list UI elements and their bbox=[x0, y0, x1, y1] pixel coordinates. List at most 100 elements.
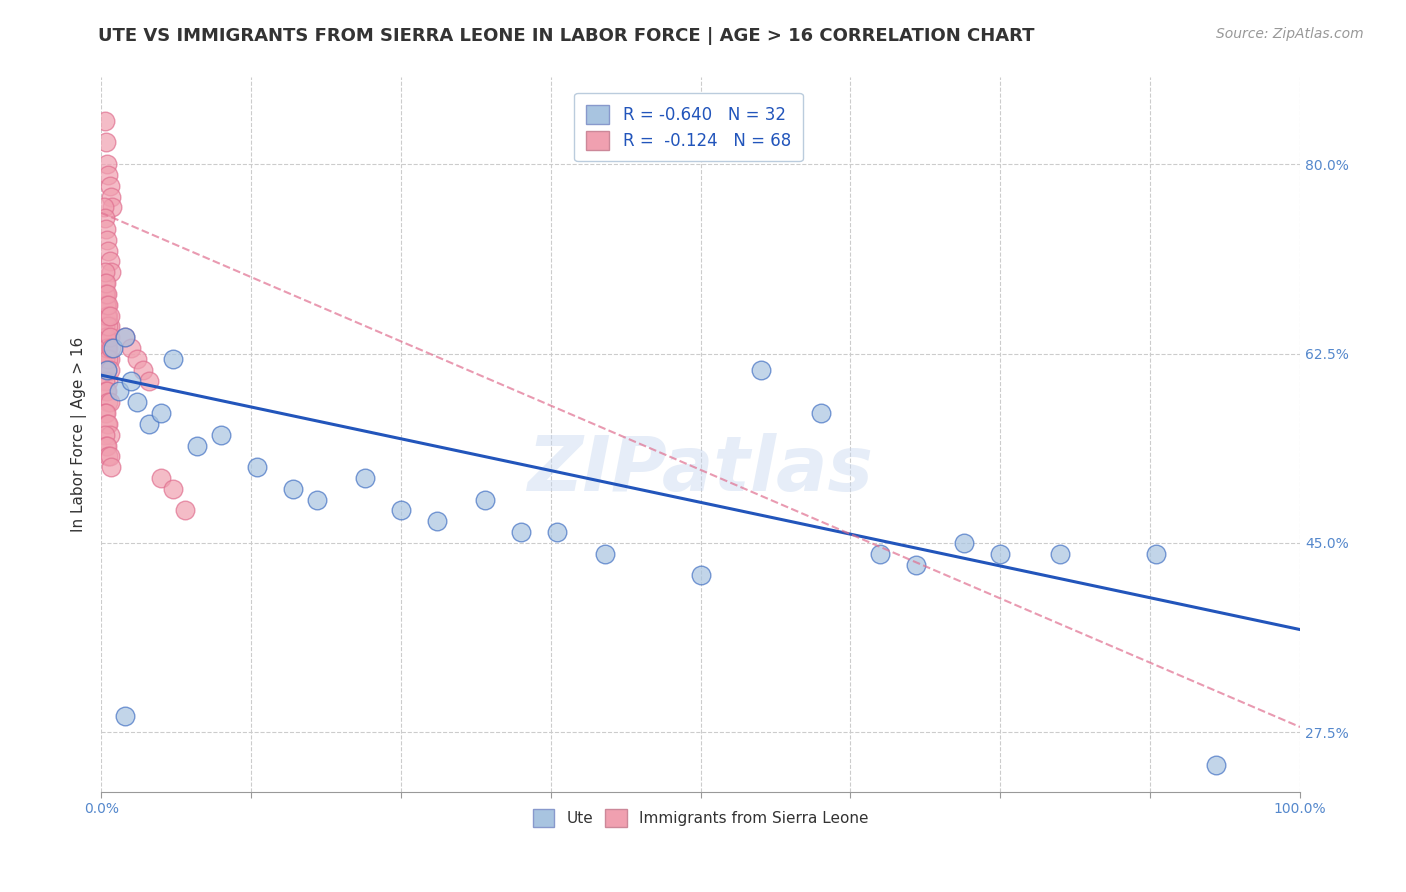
Point bbox=[96, 438, 118, 452]
Point bbox=[150, 471, 173, 485]
Point bbox=[94, 298, 117, 312]
Point bbox=[209, 427, 232, 442]
Point bbox=[905, 558, 928, 572]
Point bbox=[96, 298, 118, 312]
Point bbox=[97, 395, 120, 409]
Point bbox=[93, 427, 115, 442]
Point bbox=[97, 417, 120, 431]
Point bbox=[509, 525, 531, 540]
Point bbox=[281, 482, 304, 496]
Point bbox=[94, 438, 117, 452]
Point bbox=[186, 438, 208, 452]
Point bbox=[96, 287, 118, 301]
Point bbox=[132, 363, 155, 377]
Point bbox=[96, 384, 118, 399]
Y-axis label: In Labor Force | Age > 16: In Labor Force | Age > 16 bbox=[72, 337, 87, 533]
Point bbox=[94, 384, 117, 399]
Point bbox=[150, 406, 173, 420]
Point bbox=[94, 276, 117, 290]
Point bbox=[97, 351, 120, 366]
Point bbox=[93, 319, 115, 334]
Point bbox=[101, 341, 124, 355]
Point bbox=[96, 417, 118, 431]
Point bbox=[162, 351, 184, 366]
Point bbox=[98, 319, 121, 334]
Point bbox=[593, 547, 616, 561]
Text: Source: ZipAtlas.com: Source: ZipAtlas.com bbox=[1216, 27, 1364, 41]
Point bbox=[96, 341, 118, 355]
Point bbox=[98, 363, 121, 377]
Point bbox=[93, 374, 115, 388]
Point bbox=[138, 417, 160, 431]
Point bbox=[1144, 547, 1167, 561]
Point bbox=[689, 568, 711, 582]
Point bbox=[98, 351, 121, 366]
Point bbox=[354, 471, 377, 485]
Point bbox=[98, 178, 121, 193]
Point bbox=[97, 374, 120, 388]
Text: ZIPatlas: ZIPatlas bbox=[527, 434, 873, 508]
Point bbox=[426, 514, 449, 528]
Point bbox=[94, 136, 117, 150]
Point bbox=[98, 395, 121, 409]
Point bbox=[94, 330, 117, 344]
Point bbox=[100, 460, 122, 475]
Point bbox=[98, 330, 121, 344]
Point bbox=[94, 287, 117, 301]
Point bbox=[100, 341, 122, 355]
Point bbox=[108, 384, 131, 399]
Point bbox=[93, 276, 115, 290]
Point bbox=[389, 503, 412, 517]
Point bbox=[101, 200, 124, 214]
Point bbox=[749, 363, 772, 377]
Point bbox=[97, 168, 120, 182]
Point bbox=[127, 395, 149, 409]
Point bbox=[100, 265, 122, 279]
Point bbox=[96, 363, 118, 377]
Point bbox=[93, 351, 115, 366]
Point bbox=[546, 525, 568, 540]
Point bbox=[474, 492, 496, 507]
Point bbox=[96, 363, 118, 377]
Point bbox=[96, 157, 118, 171]
Point bbox=[97, 309, 120, 323]
Point bbox=[988, 547, 1011, 561]
Point bbox=[93, 265, 115, 279]
Point bbox=[97, 244, 120, 258]
Point bbox=[138, 374, 160, 388]
Point bbox=[93, 406, 115, 420]
Point bbox=[93, 200, 115, 214]
Point bbox=[162, 482, 184, 496]
Point bbox=[810, 406, 832, 420]
Point bbox=[97, 341, 120, 355]
Point bbox=[94, 406, 117, 420]
Point bbox=[93, 330, 115, 344]
Point bbox=[93, 287, 115, 301]
Point bbox=[98, 450, 121, 464]
Text: UTE VS IMMIGRANTS FROM SIERRA LEONE IN LABOR FORCE | AGE > 16 CORRELATION CHART: UTE VS IMMIGRANTS FROM SIERRA LEONE IN L… bbox=[98, 27, 1035, 45]
Point bbox=[305, 492, 328, 507]
Point bbox=[96, 309, 118, 323]
Point bbox=[114, 709, 136, 723]
Point bbox=[98, 309, 121, 323]
Point bbox=[120, 341, 142, 355]
Point bbox=[953, 536, 976, 550]
Point bbox=[127, 351, 149, 366]
Point bbox=[114, 330, 136, 344]
Point bbox=[114, 330, 136, 344]
Point bbox=[96, 341, 118, 355]
Point bbox=[246, 460, 269, 475]
Point bbox=[97, 298, 120, 312]
Point bbox=[94, 330, 117, 344]
Point bbox=[97, 450, 120, 464]
Point bbox=[96, 233, 118, 247]
Point bbox=[94, 363, 117, 377]
Point bbox=[120, 374, 142, 388]
Point bbox=[869, 547, 891, 561]
Point bbox=[98, 254, 121, 268]
Point bbox=[97, 319, 120, 334]
Legend: Ute, Immigrants from Sierra Leone: Ute, Immigrants from Sierra Leone bbox=[524, 801, 876, 834]
Point bbox=[1205, 758, 1227, 772]
Point bbox=[94, 222, 117, 236]
Point bbox=[93, 211, 115, 226]
